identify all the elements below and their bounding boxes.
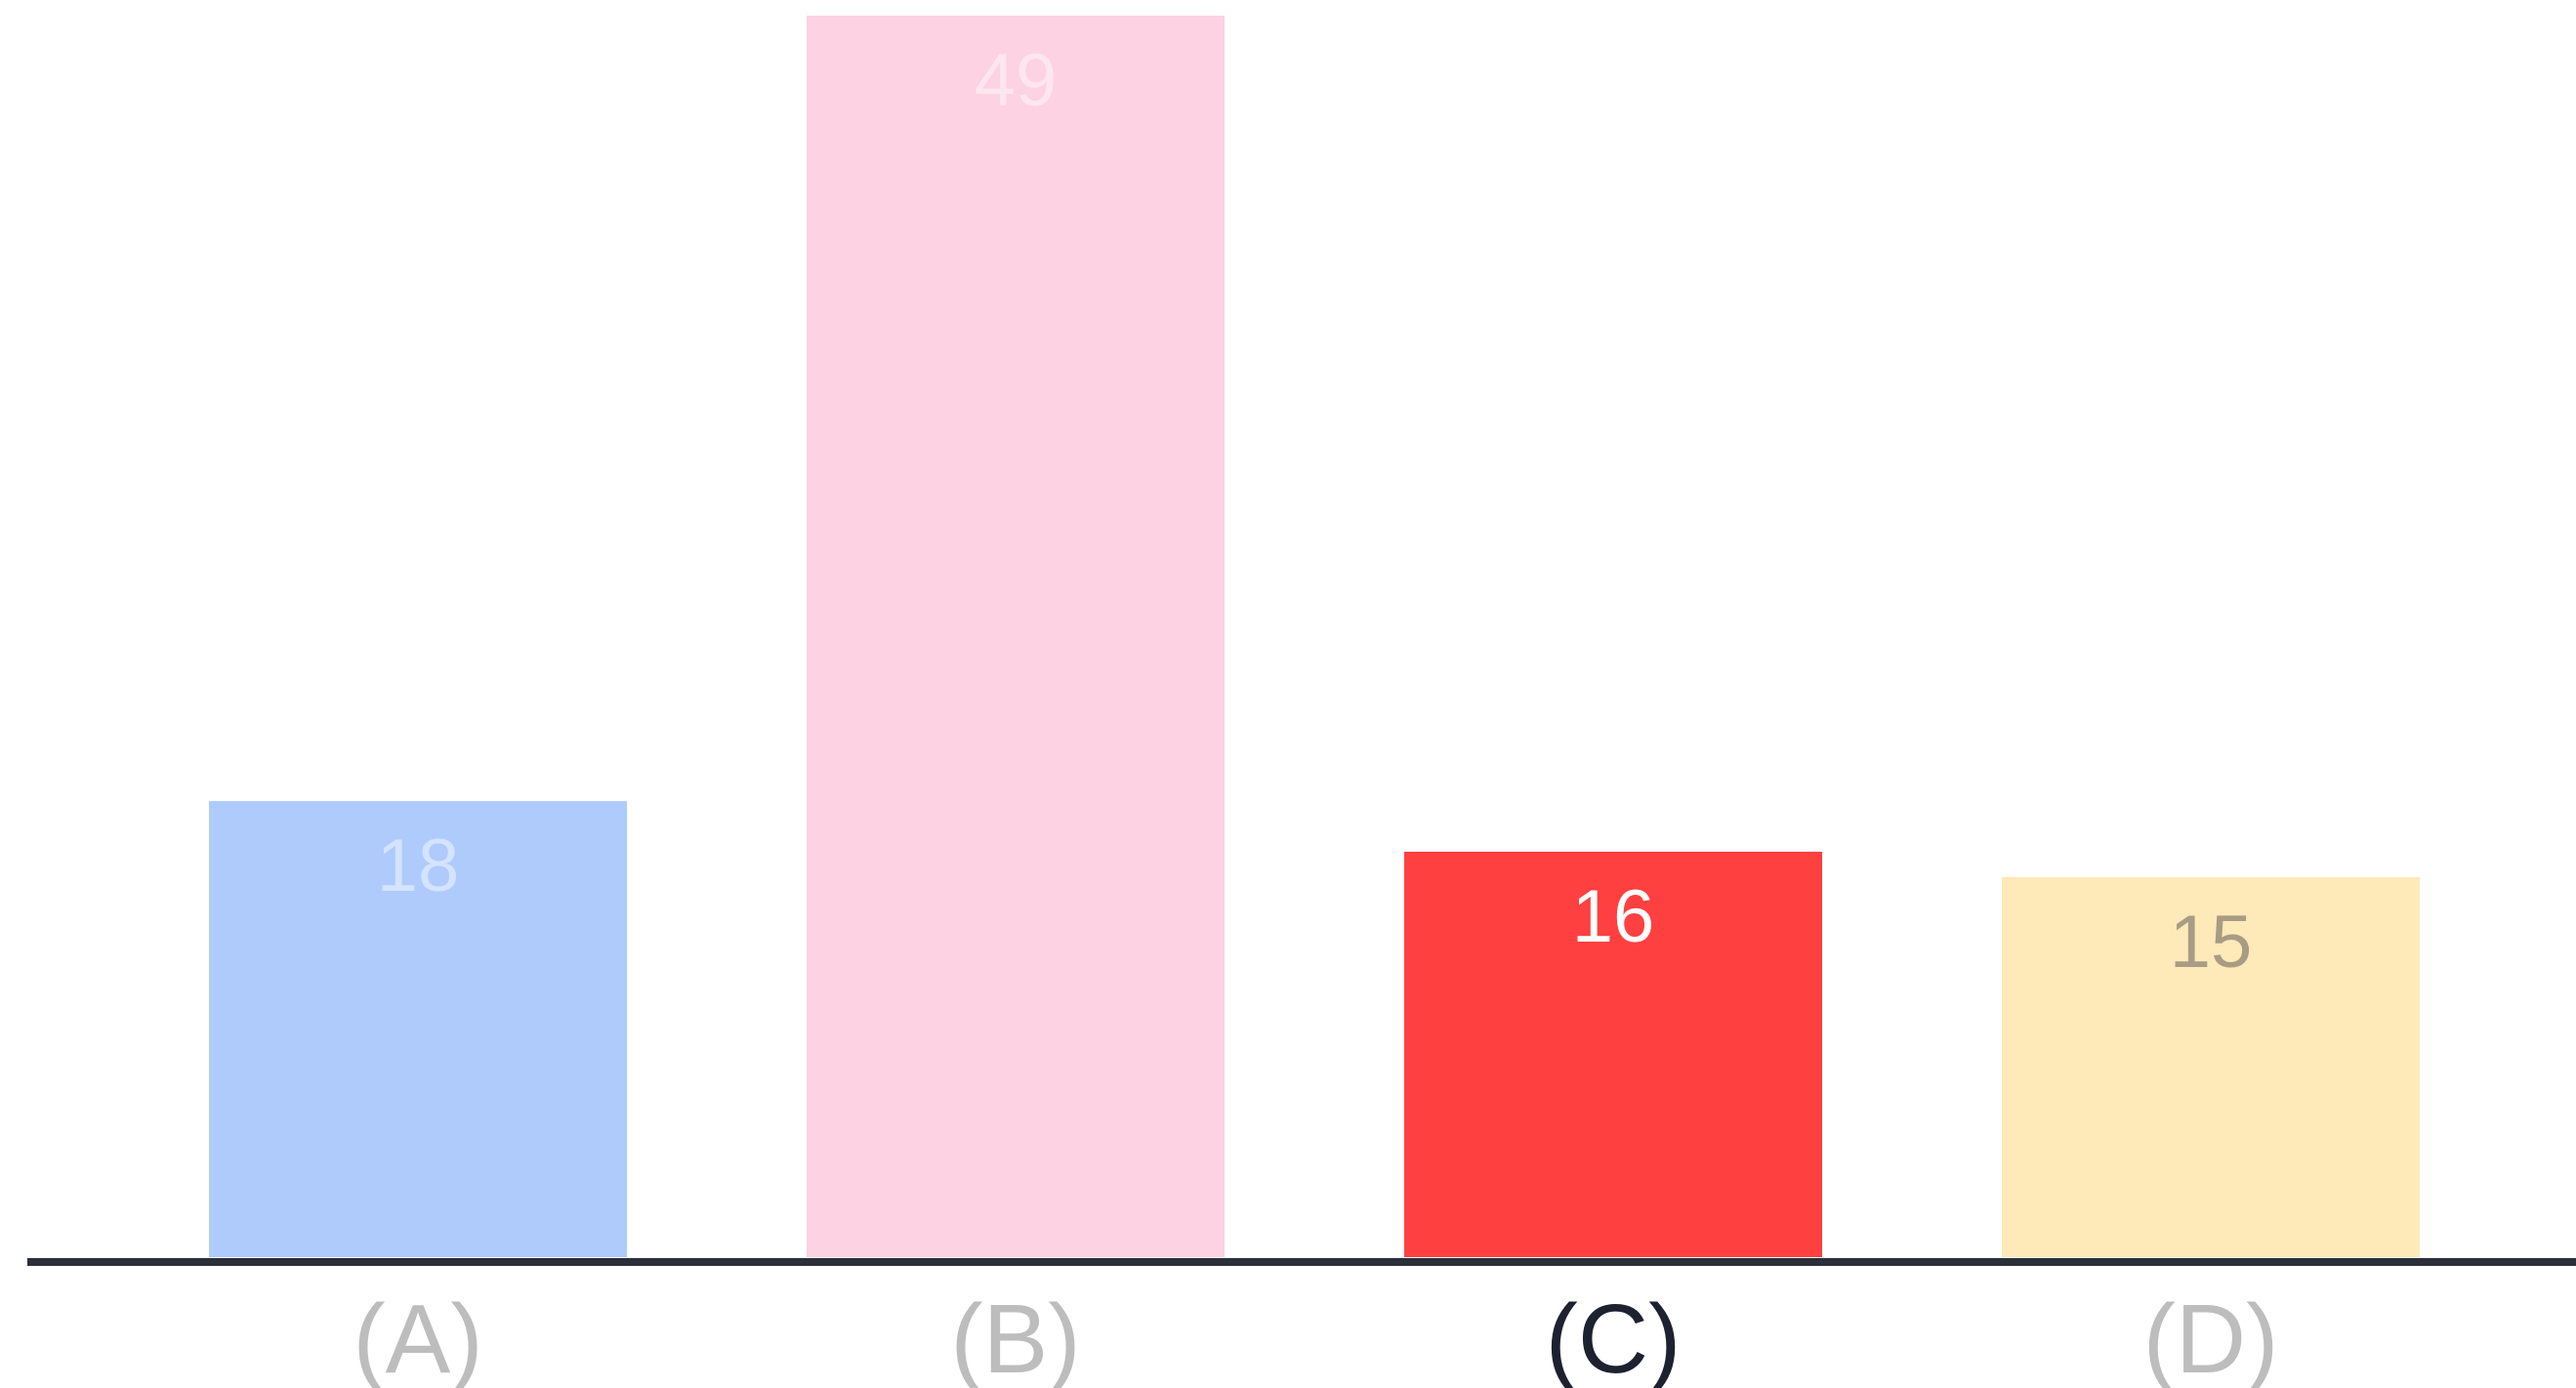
x-tick-labels-group: (A) (B) (C) (D): [353, 1284, 2278, 1388]
value-label-c: 16: [1572, 875, 1655, 958]
value-label-b: 49: [975, 39, 1058, 122]
x-tick-label-a: (A): [353, 1284, 482, 1388]
x-tick-label-d: (D): [2143, 1284, 2279, 1388]
bar-b: [807, 16, 1225, 1257]
bar-a: [209, 801, 627, 1257]
value-labels-group: 18 49 16 15: [377, 39, 2253, 984]
bars-group: [209, 16, 2420, 1257]
bar-c: [1404, 851, 1822, 1257]
x-tick-label-b: (B): [950, 1284, 1080, 1388]
value-label-d: 15: [2170, 901, 2253, 984]
x-tick-label-c: (C): [1546, 1284, 1682, 1388]
bar-d: [2002, 876, 2420, 1257]
value-label-a: 18: [377, 824, 460, 907]
